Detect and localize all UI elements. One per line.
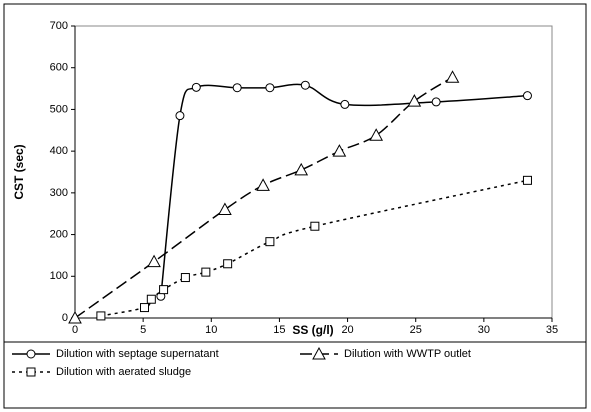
marker xyxy=(147,254,161,268)
y-tick-label: 400 xyxy=(50,145,68,157)
x-tick-label: 0 xyxy=(72,324,78,336)
marker xyxy=(146,294,156,304)
x-axis-title: SS (g/l) xyxy=(292,323,333,337)
marker xyxy=(175,111,185,121)
marker xyxy=(26,367,36,377)
x-tick-label: 15 xyxy=(273,324,285,336)
marker xyxy=(340,99,350,109)
marker xyxy=(310,221,320,231)
marker xyxy=(300,80,310,90)
x-tick-label: 10 xyxy=(205,324,217,336)
y-tick-label: 200 xyxy=(50,228,68,240)
marker xyxy=(256,178,270,191)
y-tick-label: 0 xyxy=(62,312,68,324)
marker xyxy=(201,267,211,277)
marker xyxy=(223,259,233,269)
marker xyxy=(68,310,82,324)
legend-box xyxy=(3,341,587,409)
marker xyxy=(180,273,190,283)
marker xyxy=(96,311,106,321)
legend-label: Dilution with aerated sludge xyxy=(56,366,191,378)
y-tick-label: 500 xyxy=(50,103,68,115)
legend-label: Dilution with septage supernatant xyxy=(56,348,219,360)
x-tick-label: 25 xyxy=(410,324,422,336)
chart-frame xyxy=(3,3,587,409)
y-tick-label: 600 xyxy=(50,62,68,74)
x-tick-label: 35 xyxy=(546,324,558,336)
y-tick-label: 300 xyxy=(50,187,68,199)
marker xyxy=(265,83,275,93)
y-axis-title: CST (sec) xyxy=(12,144,26,199)
y-tick-label: 700 xyxy=(50,20,68,32)
marker xyxy=(369,128,384,141)
marker xyxy=(159,285,169,295)
marker xyxy=(332,144,347,157)
marker xyxy=(191,82,201,92)
x-tick-label: 20 xyxy=(341,324,353,336)
x-tick-label: 5 xyxy=(140,324,146,336)
marker xyxy=(294,162,309,176)
marker xyxy=(26,349,36,359)
marker xyxy=(522,175,532,185)
marker xyxy=(445,70,460,83)
marker xyxy=(265,237,275,247)
marker xyxy=(522,91,532,101)
x-tick-label: 30 xyxy=(478,324,490,336)
legend-label: Dilution with WWTP outlet xyxy=(344,348,471,360)
marker xyxy=(232,83,242,93)
marker xyxy=(407,94,422,107)
marker xyxy=(312,346,326,360)
y-tick-label: 100 xyxy=(50,270,68,282)
marker xyxy=(218,202,232,216)
marker xyxy=(140,303,150,313)
marker xyxy=(431,97,441,107)
